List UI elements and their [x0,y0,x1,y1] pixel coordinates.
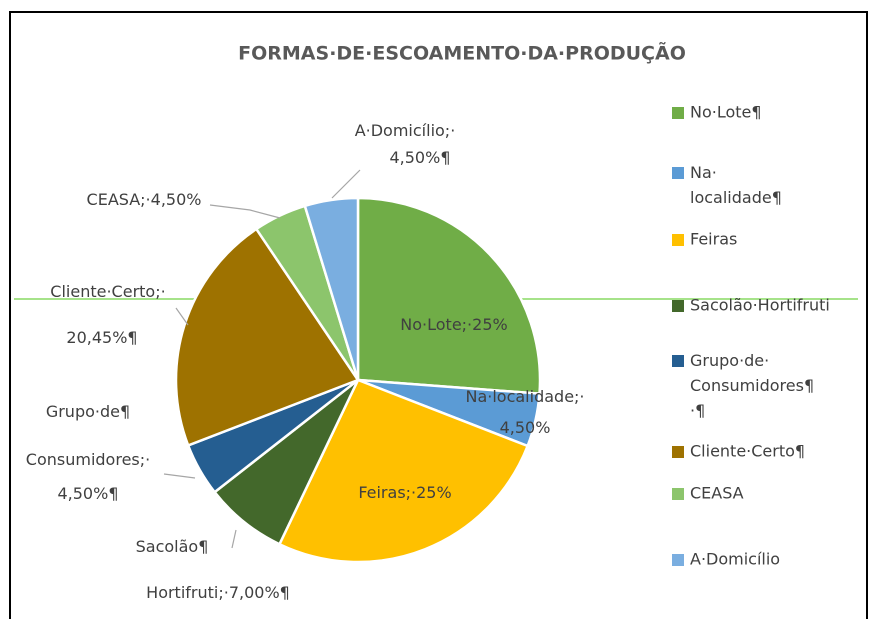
legend-swatch [672,355,684,367]
data-label: Cliente·Certo;· 20,45%¶ [50,282,165,347]
leader-line [209,204,281,219]
data-label: No·Lote;·25% [400,315,507,334]
legend-swatch [672,488,684,500]
pie [174,196,542,564]
legend-label: Grupo·de· Consumidores¶ ·¶ [690,351,814,420]
legend-label: A·Domicílio [690,550,780,569]
legend-label: Feiras [690,230,737,249]
leader-line [163,473,196,479]
chart-title: FORMAS·DE·ESCOAMENTO·DA·PRODUÇÃO [238,41,686,65]
legend-swatch [672,554,684,566]
legend-label: Sacolão·Hortifruti [690,296,830,315]
data-label: Na·localidade;· 4,50% [465,387,584,437]
leader-line [331,169,361,199]
data-label: CEASA;·4,50% [87,190,202,209]
data-label: Sacolão¶ Hortifruti;·7,00%¶ [136,537,290,602]
legend-swatch [672,446,684,458]
legend-label: Cliente·Certo¶ [690,442,805,461]
legend-swatch [672,167,684,179]
legend-label: CEASA [690,484,744,503]
pie-slice [174,227,360,448]
data-label: Grupo·de¶ Consumidores;· 4,50%¶ [26,402,150,503]
legend-label: No·Lote¶ [690,103,762,122]
leader-line [175,307,189,326]
pie-slice [277,378,530,564]
data-label: A·Domicílio;· 4,50%¶ [355,121,456,167]
legend-swatch [672,107,684,119]
frame [9,11,868,619]
data-label: Feiras;·25% [358,483,451,502]
leader-line [231,529,237,549]
legend-label: Na· localidade¶ [690,163,782,207]
pie-slice [303,196,360,381]
legend-swatch [672,234,684,246]
legend-swatch [672,300,684,312]
leader-lines [163,169,361,549]
pie-slice [356,196,542,395]
